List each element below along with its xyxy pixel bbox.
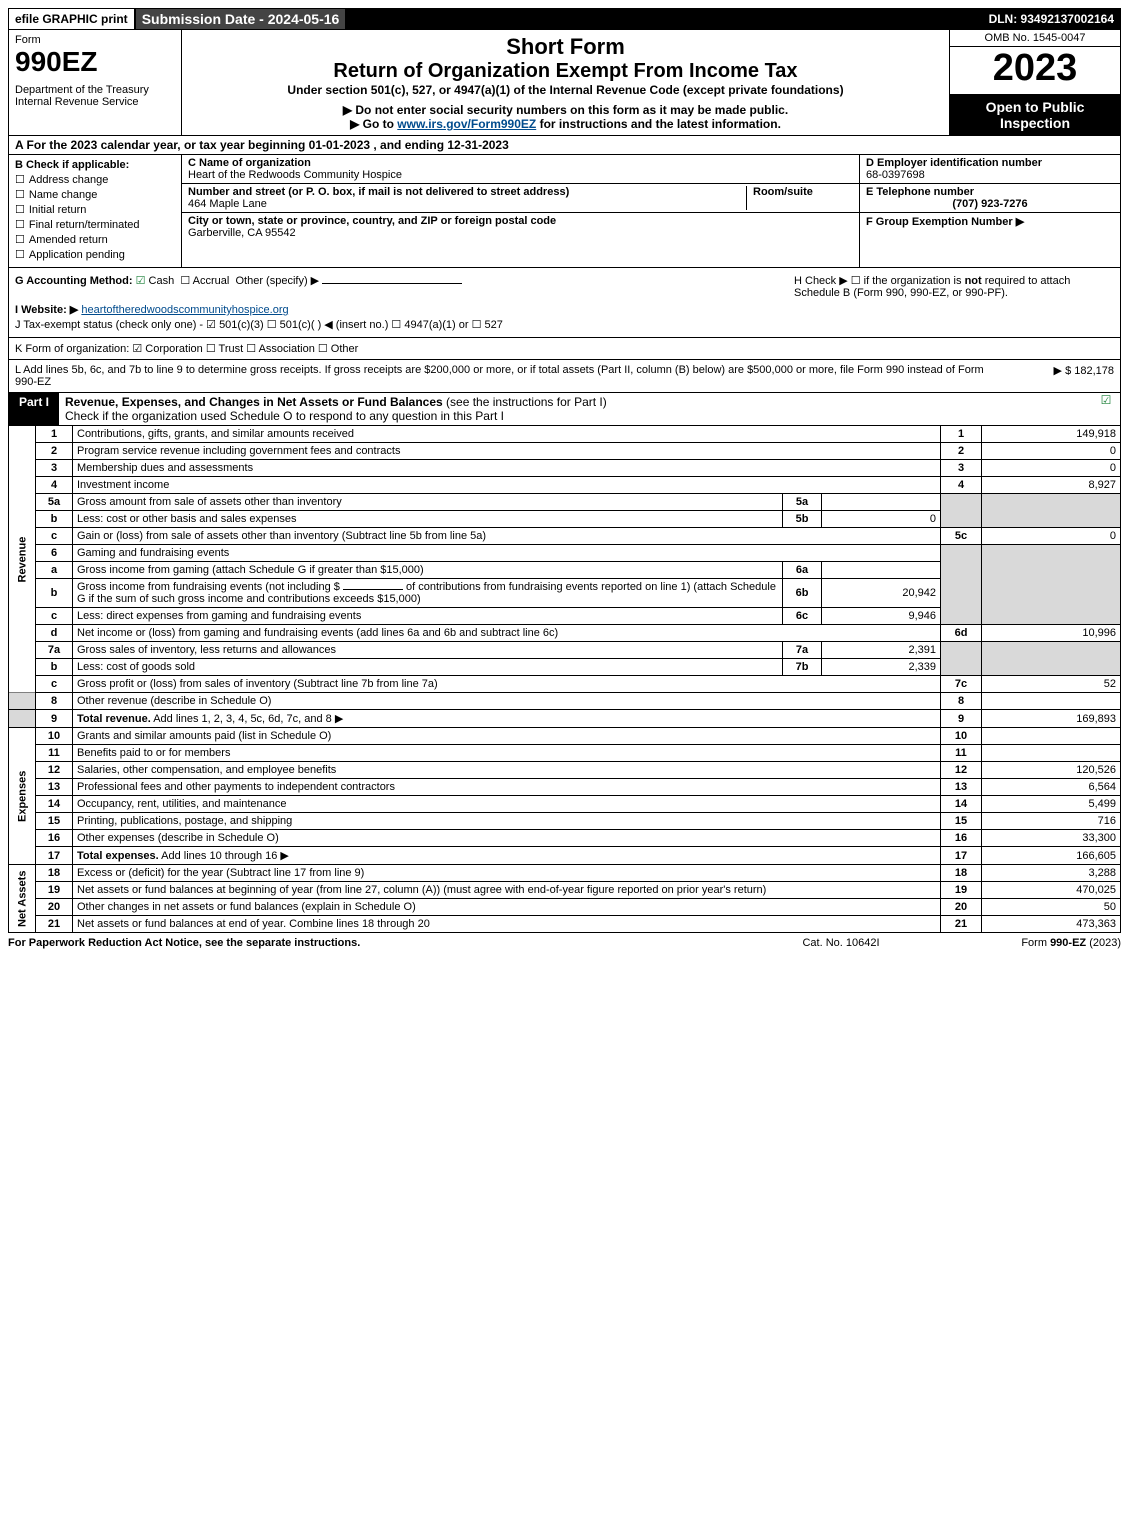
g-h-block: G Accounting Method: Cash Accrual Other … [8,268,1121,338]
chk-name-change[interactable]: Name change [15,188,175,201]
omb-number: OMB No. 1545-0047 [950,30,1120,47]
page-footer: For Paperwork Reduction Act Notice, see … [8,933,1121,949]
cat-no: Cat. No. 10642I [741,937,941,949]
warn-ssn: ▶ Do not enter social security numbers o… [188,103,943,117]
header-right: OMB No. 1545-0047 2023 Open to Public In… [949,30,1120,135]
title-return: Return of Organization Exempt From Incom… [188,60,943,83]
chk-amended-return[interactable]: Amended return [15,233,175,246]
street-address: 464 Maple Lane [188,198,746,210]
form-number: 990EZ [15,46,175,78]
efile-print[interactable]: efile GRAPHIC print [9,9,134,29]
part1-title: Revenue, Expenses, and Changes in Net As… [59,393,1092,425]
form-id-footer: Form 990-EZ (2023) [941,937,1121,949]
chk-final-return[interactable]: Final return/terminated [15,218,175,231]
chk-application-pending[interactable]: Application pending [15,248,175,261]
tax-exempt-status: J Tax-exempt status (check only one) - ☑… [15,318,1114,331]
chk-address-change[interactable]: Address change [15,173,175,186]
l-gross-receipts: L Add lines 5b, 6c, and 7b to line 9 to … [8,360,1121,393]
c-name-label: C Name of organization [188,157,853,169]
ein-value: 68-0397698 [866,169,925,181]
chk-accrual[interactable] [180,275,190,287]
irs-link[interactable]: www.irs.gov/Form990EZ [397,117,536,131]
section-d-e-f: D Employer identification number 68-0397… [859,155,1120,267]
form-word: Form [15,34,175,46]
phone-value: (707) 923-7276 [866,198,1114,210]
chk-initial-return[interactable]: Initial return [15,203,175,216]
part1-header: Part I Revenue, Expenses, and Changes in… [8,393,1121,426]
accounting-method: G Accounting Method: Cash Accrual Other … [15,274,784,299]
row-a-tax-year: A For the 2023 calendar year, or tax yea… [8,136,1121,155]
paperwork-notice: For Paperwork Reduction Act Notice, see … [8,937,741,949]
group-exemption-label: F Group Exemption Number ▶ [866,216,1024,228]
city-state-zip: Garberville, CA 95542 [188,227,853,239]
net-assets-label: Net Assets [9,865,36,933]
form-id-box: Form 990EZ Department of the Treasury In… [9,30,182,135]
phone-label: E Telephone number [866,186,974,198]
chk-schedule-o-part1[interactable] [1101,393,1112,407]
financial-table: Revenue 1Contributions, gifts, grants, a… [8,426,1121,933]
addr-label: Number and street (or P. O. box, if mail… [188,186,746,198]
website-row: I Website: ▶ heartoftheredwoodscommunity… [15,303,1114,316]
k-form-org: K Form of organization: ☑ Corporation ☐ … [8,338,1121,360]
submission-date: Submission Date - 2024-05-16 [136,9,346,29]
h-schedule-b: H Check ▶ ☐ if the organization is not r… [784,274,1114,299]
part1-tag: Part I [9,393,59,425]
l-value: ▶ $ 182,178 [994,364,1114,388]
title-short-form: Short Form [188,34,943,60]
city-label: City or town, state or province, country… [188,215,853,227]
subtitle-section: Under section 501(c), 527, or 4947(a)(1)… [188,83,943,97]
form-title-box: Short Form Return of Organization Exempt… [182,30,949,135]
form-header: Form 990EZ Department of the Treasury In… [8,30,1121,136]
expenses-label: Expenses [9,728,36,865]
open-public: Open to Public Inspection [950,95,1120,135]
tax-year: 2023 [950,47,1120,95]
section-b: B Check if applicable: Address change Na… [9,155,182,267]
revenue-label: Revenue [9,426,36,693]
top-bar: efile GRAPHIC print Submission Date - 20… [8,8,1121,30]
section-c: C Name of organization Heart of the Redw… [182,155,859,267]
org-info-block: B Check if applicable: Address change Na… [8,155,1121,268]
department: Department of the Treasury Internal Reve… [15,84,175,108]
goto-link-line: ▶ Go to www.irs.gov/Form990EZ for instru… [188,117,943,131]
room-label: Room/suite [753,186,853,198]
ein-label: D Employer identification number [866,157,1042,169]
dln: DLN: 93492137002164 [983,9,1120,29]
org-name: Heart of the Redwoods Community Hospice [188,169,853,181]
chk-cash[interactable] [136,275,146,287]
website-link[interactable]: heartoftheredwoodscommunityhospice.org [81,304,288,316]
